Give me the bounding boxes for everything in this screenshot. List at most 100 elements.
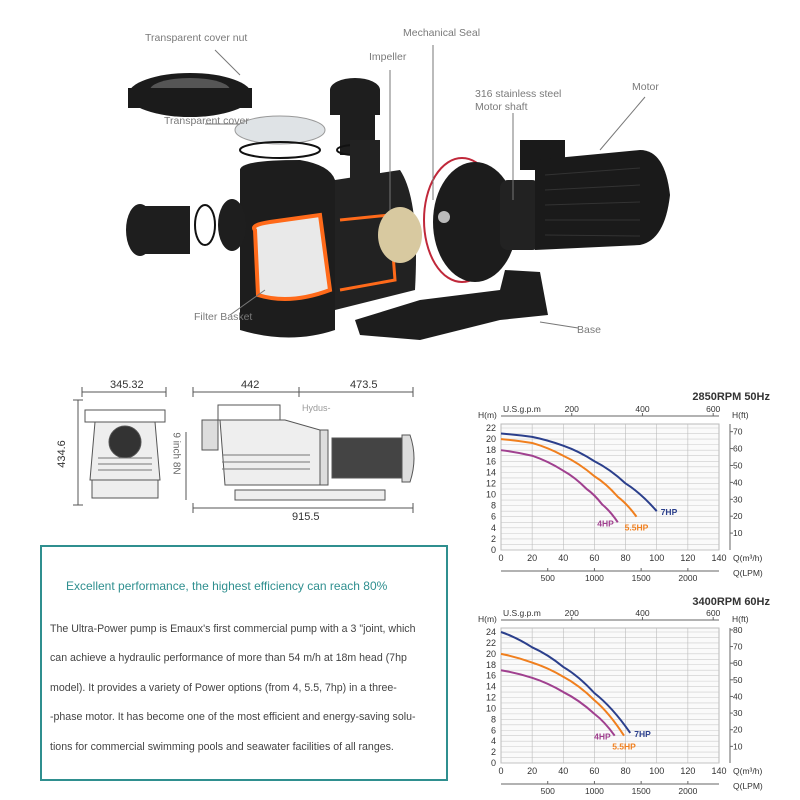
gpm-axis-label: U.S.g.p.m xyxy=(503,608,541,618)
y-tick-label: 22 xyxy=(486,423,496,433)
y-tick-label: 10 xyxy=(486,703,496,713)
x-tick-label: 140 xyxy=(711,766,726,776)
y-tick-label: 4 xyxy=(491,736,496,746)
series-line-4hp xyxy=(500,449,619,523)
series-label: 4HP xyxy=(597,518,614,528)
lpm-axis-label: Q(LPM) xyxy=(733,781,763,791)
label-shaft-line1: 316 stainless steel xyxy=(475,88,562,100)
y-tick-label: 2 xyxy=(491,747,496,757)
leader-lines xyxy=(205,45,646,329)
x-tick-label: 0 xyxy=(498,553,503,563)
chart-title: 2850RPM 50Hz xyxy=(692,391,770,403)
description-line: model). It provides a variety of Power o… xyxy=(50,682,397,694)
y-tick-label: 24 xyxy=(486,627,496,637)
y-tick-label: 18 xyxy=(486,445,496,455)
x-tick-label: 40 xyxy=(558,553,568,563)
y2-axis-label: H(ft) xyxy=(732,410,749,420)
x-tick-label: 100 xyxy=(649,553,664,563)
lpm-tick-label: 1000 xyxy=(585,786,604,796)
gpm-axis-label: U.S.g.p.m xyxy=(503,404,541,414)
y-tick-label: 20 xyxy=(486,649,496,659)
x-tick-label: 20 xyxy=(527,553,537,563)
ft-tick-label: 60 xyxy=(733,658,743,668)
chart-title: 3400RPM 60Hz xyxy=(692,596,770,608)
y-axis-label: H(m) xyxy=(478,614,497,624)
ft-tick-label: 70 xyxy=(733,427,743,437)
lpm-tick-label: 1000 xyxy=(585,573,604,583)
series-label: 7HP xyxy=(661,507,678,517)
gpm-tick-label: 600 xyxy=(706,404,720,414)
lpm-tick-label: 500 xyxy=(541,573,555,583)
series-label: 5.5HP xyxy=(612,742,636,752)
x-tick-label: 20 xyxy=(527,766,537,776)
series-line-5-5hp xyxy=(500,652,625,737)
ft-tick-label: 60 xyxy=(733,444,743,454)
pump-exploded-illustration xyxy=(126,45,670,340)
pump-curve-chart-50hz: 0 20 40 60 80 100 120 1400246810121416182022285… xyxy=(478,391,770,583)
label-mechanical-seal: Mechanical Seal xyxy=(403,27,481,39)
x-tick-label: 0 xyxy=(498,766,503,776)
gpm-tick-label: 400 xyxy=(635,404,649,414)
x-tick-label: 80 xyxy=(621,553,631,563)
description-heading: Excellent performance, the highest effic… xyxy=(66,579,388,593)
x-tick-label: 100 xyxy=(649,766,664,776)
label-shaft-line2: Motor shaft xyxy=(475,101,528,113)
lpm-tick-label: 2000 xyxy=(678,573,697,583)
x-tick-label: 60 xyxy=(589,766,599,776)
dim-front-width: 345.32 xyxy=(110,379,144,391)
ft-tick-label: 10 xyxy=(733,528,743,538)
ft-tick-label: 30 xyxy=(733,494,743,504)
ft-tick-label: 80 xyxy=(733,625,743,635)
ft-tick-label: 70 xyxy=(733,642,743,652)
y-tick-label: 16 xyxy=(486,671,496,681)
dimension-drawing xyxy=(73,387,415,513)
x-tick-label: 120 xyxy=(680,766,695,776)
y-tick-label: 22 xyxy=(486,638,496,648)
x-axis-label: Q(m³/h) xyxy=(733,553,762,563)
x-tick-label: 40 xyxy=(558,766,568,776)
y-tick-label: 0 xyxy=(491,545,496,555)
ft-tick-label: 30 xyxy=(733,708,743,718)
description-line: The Ultra-Power pump is Emaux's first co… xyxy=(50,623,416,635)
y-tick-label: 6 xyxy=(491,725,496,735)
y-tick-label: 16 xyxy=(486,456,496,466)
y-tick-label: 4 xyxy=(491,523,496,533)
dim-motor-length: 473.5 xyxy=(350,379,378,391)
y-tick-label: 12 xyxy=(486,693,496,703)
label-motor: Motor xyxy=(632,81,659,93)
y-tick-label: 18 xyxy=(486,660,496,670)
series-line-7hp xyxy=(500,631,632,734)
y-tick-label: 6 xyxy=(491,512,496,522)
description-line: -phase motor. It has become one of the m… xyxy=(50,711,416,723)
x-tick-label: 140 xyxy=(711,553,726,563)
label-base: Base xyxy=(577,324,601,336)
y-tick-label: 14 xyxy=(486,682,496,692)
ft-tick-label: 20 xyxy=(733,511,743,521)
y2-axis-label: H(ft) xyxy=(732,614,749,624)
pump-parts xyxy=(126,73,670,340)
dim-total-length: 915.5 xyxy=(292,511,320,523)
label-impeller: Impeller xyxy=(369,51,407,63)
ft-tick-label: 40 xyxy=(733,691,743,701)
label-transparent-cover: Transparent cover xyxy=(164,115,249,127)
y-tick-label: 8 xyxy=(491,501,496,511)
y-tick-label: 10 xyxy=(486,490,496,500)
x-tick-label: 80 xyxy=(621,766,631,776)
description-box: Excellent performance, the highest effic… xyxy=(40,545,448,781)
description-line: can achieve a hydraulic performance of m… xyxy=(50,652,407,664)
dim-pump-length: 442 xyxy=(241,379,260,391)
gpm-tick-label: 200 xyxy=(565,608,579,618)
ft-tick-label: 20 xyxy=(733,725,743,735)
pump-curve-chart-60hz: 0 20 40 60 80 100 120 1400246810121416182022243… xyxy=(478,596,770,796)
gpm-tick-label: 600 xyxy=(706,608,720,618)
x-tick-label: 120 xyxy=(680,553,695,563)
lpm-axis-label: Q(LPM) xyxy=(733,568,763,578)
lpm-tick-label: 500 xyxy=(541,786,555,796)
dim-inlet: 9 inch 8N xyxy=(170,432,182,475)
label-filter-basket: Filter Basket xyxy=(194,311,253,323)
lpm-tick-label: 1500 xyxy=(632,573,651,583)
series-line-5-5hp xyxy=(500,438,638,518)
y-tick-label: 2 xyxy=(491,534,496,544)
x-tick-label: 60 xyxy=(589,553,599,563)
y-tick-label: 14 xyxy=(486,467,496,477)
